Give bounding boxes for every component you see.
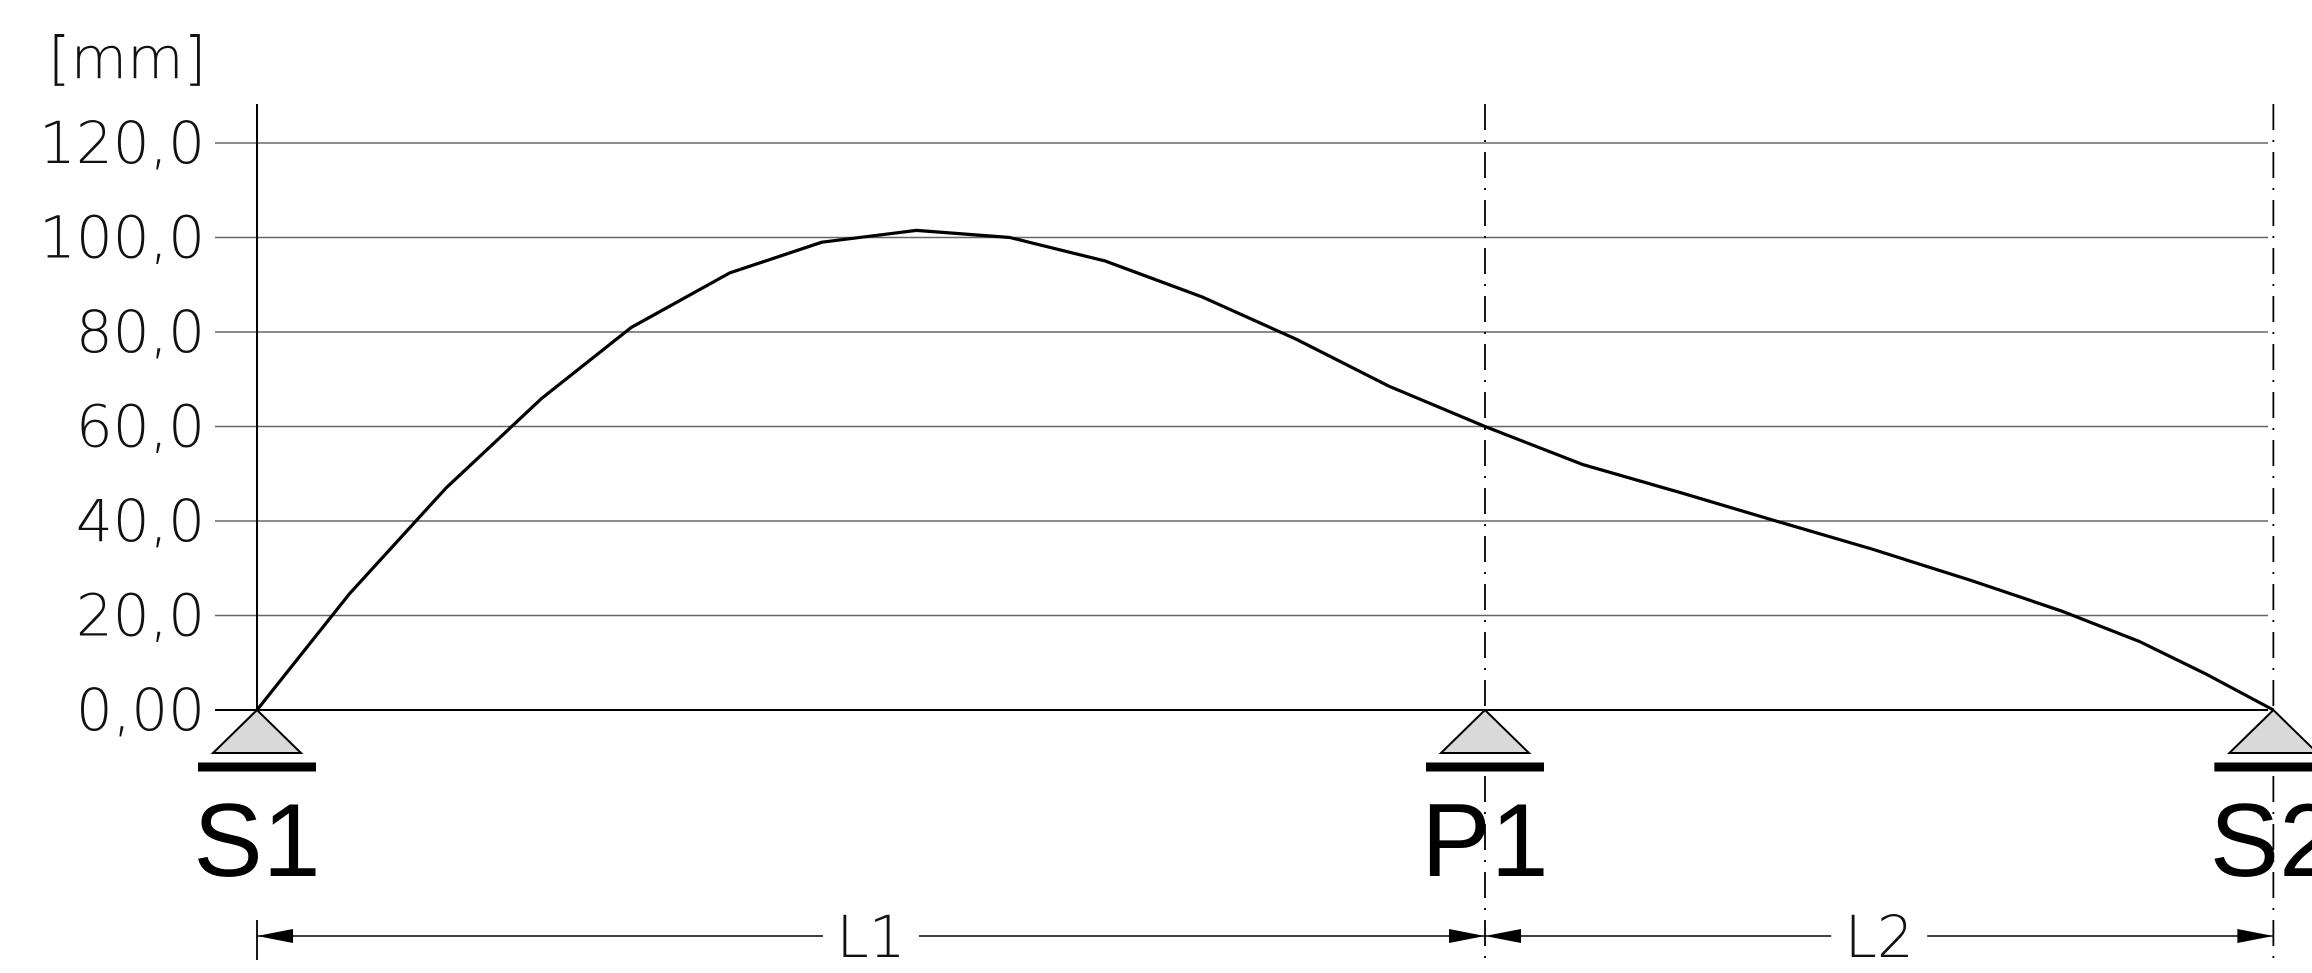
y-tick-label: 120,0 xyxy=(39,109,205,177)
support-triangle xyxy=(1438,708,1532,754)
span-label: L1 xyxy=(836,903,905,971)
support-label: S1 xyxy=(193,783,320,899)
supports-layer: S1 P1 S2 xyxy=(193,708,2312,899)
y-tick-label: 20,0 xyxy=(76,582,205,650)
dimension-arrowhead xyxy=(257,929,293,943)
deflection-curve xyxy=(255,228,2275,712)
support-triangle xyxy=(2226,708,2312,754)
span-label: L2 xyxy=(1845,903,1914,971)
unit-label: [mm] xyxy=(48,24,206,92)
grid-layer xyxy=(215,142,2268,711)
dimension-arrowhead xyxy=(1449,929,1485,943)
dimension-arrowhead xyxy=(2237,929,2274,943)
y-tick-label: 60,0 xyxy=(76,393,205,461)
y-tick-label: 80,0 xyxy=(76,298,205,366)
deflection-curve-layer xyxy=(255,228,2275,712)
y-tick-label: 0,00 xyxy=(76,676,205,744)
support-label: P1 xyxy=(1421,783,1548,899)
support-label: S2 xyxy=(2210,783,2312,899)
dimension-arrowhead xyxy=(1485,929,1521,943)
y-tick-labels: 0,00 20,0 40,0 60,0 80,0 100,0 120,0 xyxy=(39,109,205,744)
y-tick-label: 100,0 xyxy=(39,204,205,272)
y-tick-label: 40,0 xyxy=(76,487,205,555)
span-dimensions-layer: L1 L2 xyxy=(256,903,2274,971)
support-triangle xyxy=(210,708,304,754)
axis-layer xyxy=(256,104,2275,960)
